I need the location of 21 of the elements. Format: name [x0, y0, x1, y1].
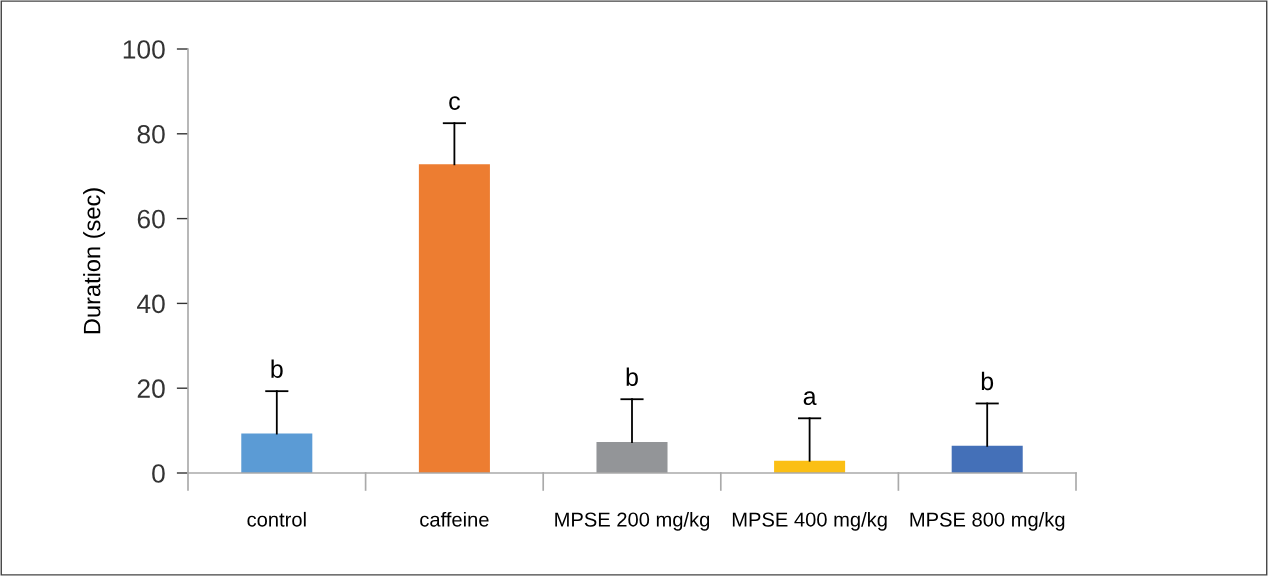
x-tick-label: MPSE 400 mg/kg	[732, 511, 887, 531]
bar	[596, 442, 668, 473]
x-tick-label: control	[247, 511, 306, 527]
annotation: c	[449, 96, 460, 110]
x-tick-label: caffeine	[420, 511, 489, 527]
annotation: b	[271, 359, 283, 378]
annotation: b	[981, 371, 994, 391]
y-tick-label: 60	[137, 209, 165, 229]
y-tick-label: 20	[137, 379, 165, 399]
annotation: a	[803, 391, 817, 406]
x-tick-label: MPSE 200 mg/kg	[555, 511, 710, 531]
y-tick-label: 100	[123, 40, 165, 59]
x-tick-label: MPSE 800 mg/kg	[910, 511, 1065, 531]
y-tick-label: 80	[137, 124, 165, 144]
y-axis-title: Duration (sec)	[83, 188, 106, 334]
bar	[241, 433, 313, 473]
bar	[418, 164, 490, 473]
annotation: b	[626, 367, 638, 386]
y-tick-label: 0	[152, 464, 165, 483]
bar	[951, 445, 1023, 473]
y-tick-label: 40	[137, 294, 165, 314]
